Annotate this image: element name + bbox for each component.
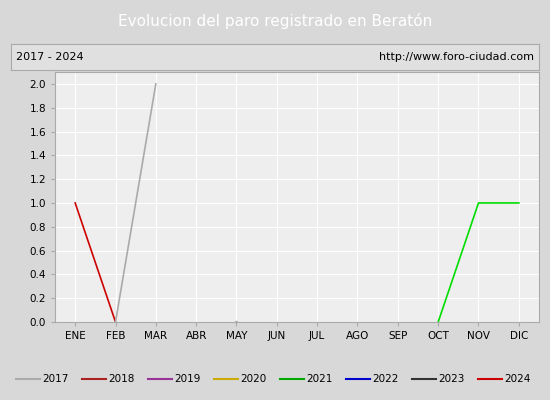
Text: http://www.foro-ciudad.com: http://www.foro-ciudad.com: [379, 52, 534, 62]
Text: 2019: 2019: [175, 374, 201, 384]
Text: 2018: 2018: [109, 374, 135, 384]
Text: Evolucion del paro registrado en Beratón: Evolucion del paro registrado en Beratón: [118, 13, 432, 29]
Text: 2022: 2022: [373, 374, 399, 384]
Text: 2017 - 2024: 2017 - 2024: [16, 52, 84, 62]
Text: 2020: 2020: [241, 374, 267, 384]
Text: 2021: 2021: [307, 374, 333, 384]
Text: 2017: 2017: [43, 374, 69, 384]
Text: 2023: 2023: [439, 374, 465, 384]
Text: 2024: 2024: [505, 374, 531, 384]
